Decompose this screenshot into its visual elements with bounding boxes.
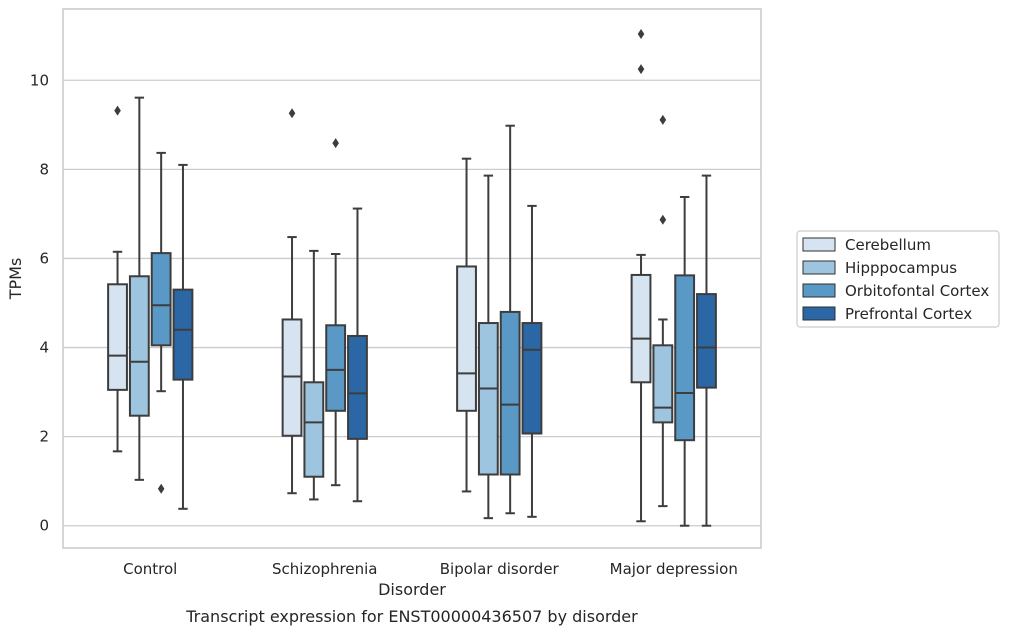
x-tick-label: Schizophrenia xyxy=(272,560,377,578)
y-tick-label: 10 xyxy=(30,71,49,89)
y-tick-label: 4 xyxy=(39,339,49,357)
legend-entry-label: Prefrontal Cortex xyxy=(845,305,972,323)
box-orbitofontal-cortex xyxy=(674,195,696,527)
iqr-box xyxy=(521,322,543,435)
legend-swatch xyxy=(802,283,836,298)
outlier-point xyxy=(637,28,645,39)
outlier-point xyxy=(157,483,165,494)
y-tick-label: 2 xyxy=(39,428,49,446)
legend-swatch xyxy=(802,237,836,252)
box-orbitofontal-cortex xyxy=(325,138,347,487)
legend-frame xyxy=(796,230,1000,328)
legend-swatch xyxy=(802,306,836,321)
y-tick-label: 0 xyxy=(39,517,49,535)
box-hipppocampus xyxy=(128,96,150,481)
iqr-box xyxy=(456,265,477,412)
outlier-point xyxy=(659,114,667,125)
y-axis-label: TPMs xyxy=(6,258,25,301)
x-axis-label: Disorder xyxy=(378,580,446,599)
outlier-point xyxy=(637,64,645,75)
iqr-box xyxy=(150,252,172,347)
x-tick-labels: Control Schizophrenia Bipolar disorder Majo… xyxy=(123,560,738,578)
iqr-box xyxy=(674,274,696,442)
outlier-point xyxy=(114,105,121,116)
chart-caption: Transcript expression for ENST0000043650… xyxy=(185,607,638,626)
x-tick-label: Bipolar disorder xyxy=(440,560,560,578)
iqr-box xyxy=(499,310,521,476)
box-hipppocampus xyxy=(652,114,674,508)
box-orbitofontal-cortex xyxy=(499,124,521,515)
outlier-point xyxy=(659,214,667,225)
x-tick-label: Major depression xyxy=(610,560,738,578)
legend-swatch xyxy=(802,260,836,275)
iqr-box xyxy=(325,324,347,412)
box-cerebellum xyxy=(630,28,652,523)
legend-entry-label: Orbitofontal Cortex xyxy=(845,282,989,300)
x-tick-label: Control xyxy=(123,560,177,578)
box-plot-series xyxy=(107,28,717,527)
iqr-box xyxy=(477,322,499,476)
box-orbitofontal-cortex xyxy=(150,151,172,494)
box-prefrontal-cortex xyxy=(172,163,194,510)
box-cerebellum xyxy=(456,157,477,493)
box-cerebellum xyxy=(107,105,128,453)
legend-entry-label: Hipppocampus xyxy=(845,259,957,277)
iqr-box xyxy=(107,283,128,391)
y-tick-label: 8 xyxy=(39,160,49,178)
box-hipppocampus xyxy=(477,174,499,520)
box-prefrontal-cortex xyxy=(521,204,543,518)
iqr-box xyxy=(281,318,303,437)
box-hipppocampus xyxy=(303,249,325,501)
legend-entry-label: Cerebellum xyxy=(845,236,931,254)
iqr-box xyxy=(696,293,717,389)
iqr-box xyxy=(652,344,674,424)
legend: Cerebellum Hipppocampus Orbitofontal Corte… xyxy=(796,230,1000,328)
plot-area-frame xyxy=(62,8,762,549)
iqr-box xyxy=(630,273,652,384)
y-tick-label: 6 xyxy=(39,249,49,267)
iqr-box xyxy=(172,288,194,381)
box-prefrontal-cortex xyxy=(696,174,717,527)
iqr-box xyxy=(128,275,150,417)
iqr-box xyxy=(303,381,325,478)
y-tick-labels: 0 2 4 6 8 10 xyxy=(30,71,49,534)
iqr-box xyxy=(347,334,368,440)
outlier-point xyxy=(332,138,339,149)
box-prefrontal-cortex xyxy=(347,207,368,503)
outlier-point xyxy=(288,108,296,119)
box-cerebellum xyxy=(281,108,303,495)
